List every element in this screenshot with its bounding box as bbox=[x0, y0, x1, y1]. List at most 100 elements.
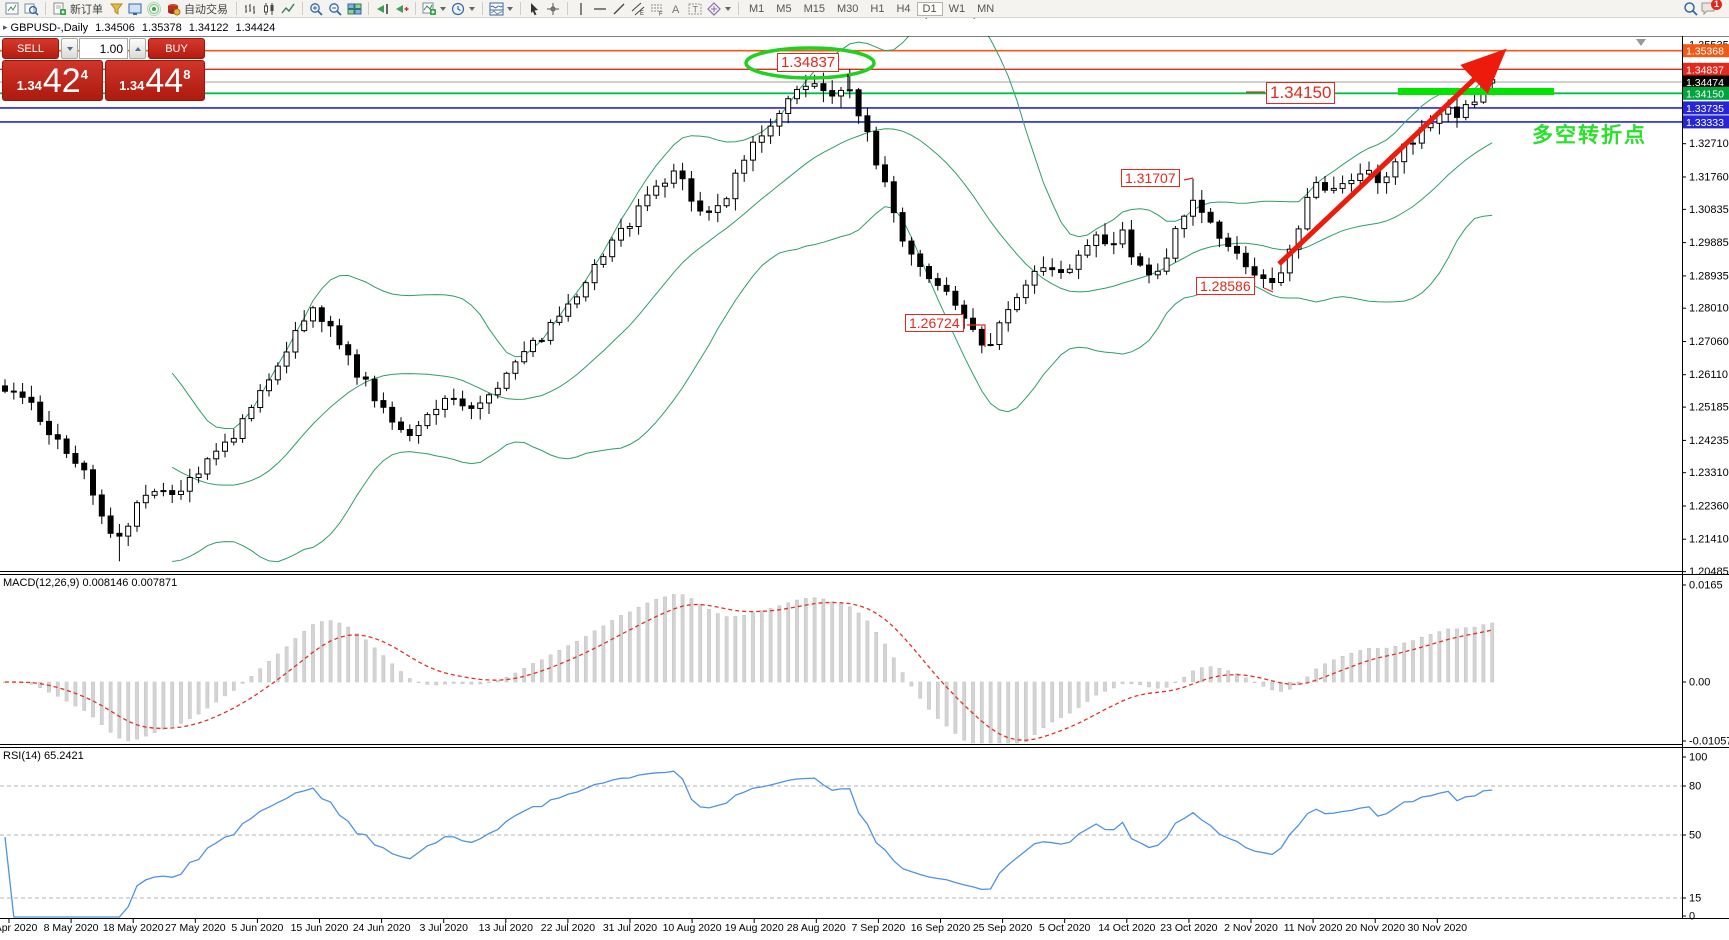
candle-bearish bbox=[688, 178, 695, 202]
shapes-dropdown-caret[interactable] bbox=[725, 6, 731, 11]
candle-bearish bbox=[899, 212, 906, 242]
macd-histogram-bar bbox=[654, 599, 659, 683]
indicator-windows-icon[interactable] bbox=[487, 1, 506, 16]
candle-bullish bbox=[239, 418, 246, 440]
tile-windows-icon[interactable] bbox=[345, 1, 364, 16]
annotation-cn-note[interactable]: 多空转折点 bbox=[1532, 124, 1647, 147]
annotation-peak-price[interactable]: 1.34837 bbox=[777, 53, 840, 73]
macd-histogram-bar bbox=[196, 681, 201, 715]
new-order-icon[interactable] bbox=[50, 1, 69, 16]
new-order-button[interactable]: 新订单 bbox=[70, 3, 103, 16]
candle-bullish bbox=[494, 387, 501, 396]
peak-highlight-ellipse[interactable] bbox=[744, 46, 876, 80]
trendline-icon[interactable] bbox=[610, 1, 629, 16]
timeframe-M15[interactable]: M15 bbox=[803, 2, 825, 15]
macd-histogram-bar bbox=[1226, 670, 1231, 683]
macd-histogram-bar bbox=[557, 650, 562, 683]
support-zone-bar[interactable] bbox=[1398, 88, 1554, 95]
macd-histogram-bar bbox=[777, 605, 782, 683]
autotrading-button[interactable]: 自动交易 bbox=[184, 3, 228, 16]
macd-histogram-bar bbox=[900, 672, 905, 683]
candlestick-chart-icon[interactable] bbox=[260, 1, 279, 16]
periods-dropdown-caret[interactable] bbox=[469, 6, 475, 11]
macd-histogram-bar bbox=[627, 611, 632, 683]
candle-bullish bbox=[574, 296, 580, 305]
timeframe-H1[interactable]: H1 bbox=[870, 2, 885, 15]
periods-icon[interactable] bbox=[449, 1, 468, 16]
candle-bullish bbox=[424, 414, 431, 427]
candle-bullish bbox=[1304, 196, 1311, 230]
chart-profiles-icon[interactable] bbox=[22, 1, 41, 16]
timeframe-W1[interactable]: W1 bbox=[948, 2, 966, 15]
text-icon[interactable]: A bbox=[667, 1, 686, 16]
autotrading-icon[interactable] bbox=[164, 1, 183, 16]
annotation-resistance-price[interactable]: 1.34150 bbox=[1266, 82, 1336, 104]
equidistant-channel-icon[interactable]: E bbox=[629, 1, 648, 16]
indicators-icon[interactable] bbox=[420, 1, 439, 16]
annotation-swing-low-price[interactable]: 1.28586 bbox=[1196, 277, 1255, 296]
shapes-icon[interactable] bbox=[705, 1, 724, 16]
buy-price-display[interactable]: 1.34 44 8 bbox=[104, 60, 205, 101]
macd-histogram-bar bbox=[363, 639, 368, 683]
new-chart-icon[interactable] bbox=[3, 1, 22, 16]
indicator-windows-caret[interactable] bbox=[507, 6, 513, 11]
candle-bullish bbox=[996, 322, 1003, 345]
cursor-icon[interactable] bbox=[525, 1, 544, 16]
text-label-icon[interactable]: T bbox=[686, 1, 705, 16]
volume-decrease-button[interactable] bbox=[61, 38, 78, 59]
candle-bearish bbox=[354, 354, 360, 378]
macd-histogram-bar bbox=[346, 626, 351, 683]
annotation-bottom-price[interactable]: 1.26724 bbox=[905, 314, 964, 333]
market-watch-icon[interactable] bbox=[126, 1, 145, 16]
trend-arrow[interactable] bbox=[1277, 48, 1507, 266]
search-icon[interactable] bbox=[1681, 1, 1700, 16]
bar-chart-icon[interactable] bbox=[241, 1, 260, 16]
chart-shift-icon[interactable] bbox=[392, 1, 411, 16]
volume-input[interactable] bbox=[79, 38, 128, 59]
candle-bearish bbox=[829, 90, 836, 97]
funnel-icon[interactable] bbox=[107, 1, 126, 16]
buy-button[interactable]: BUY bbox=[148, 38, 205, 59]
indicators-dropdown-caret[interactable] bbox=[440, 6, 446, 11]
candle-bearish bbox=[873, 131, 880, 166]
macd-histogram-bar bbox=[997, 681, 1002, 744]
signals-icon[interactable] bbox=[145, 1, 164, 16]
chart-shift-marker[interactable] bbox=[1636, 39, 1646, 46]
fibonacci-icon[interactable]: F bbox=[648, 1, 667, 16]
zoom-in-icon[interactable] bbox=[307, 1, 326, 16]
macd-histogram-bar bbox=[1296, 681, 1301, 685]
macd-histogram-bar bbox=[583, 636, 588, 683]
timeframe-H4[interactable]: H4 bbox=[896, 2, 911, 15]
notifications-icon[interactable]: 1 bbox=[1700, 0, 1722, 17]
macd-histogram-bar bbox=[988, 681, 993, 744]
macd-histogram-bar bbox=[117, 681, 122, 739]
price-badge bbox=[1683, 101, 1729, 115]
date-label: 19 Aug 2020 bbox=[725, 922, 784, 934]
timeframe-MN[interactable]: MN bbox=[977, 2, 995, 15]
macd-histogram-bar bbox=[1446, 628, 1451, 683]
timeframe-D1[interactable]: D1 bbox=[916, 1, 943, 16]
sell-price-display[interactable]: 1.34 42 4 bbox=[2, 60, 103, 101]
volume-increase-button[interactable] bbox=[129, 38, 146, 59]
vertical-line-icon[interactable] bbox=[572, 1, 591, 16]
candle-bearish bbox=[1454, 106, 1460, 118]
timeframe-M1[interactable]: M1 bbox=[749, 2, 765, 15]
timeframe-M5[interactable]: M5 bbox=[776, 2, 792, 15]
auto-scroll-icon[interactable] bbox=[373, 1, 392, 16]
notification-badge: 1 bbox=[1711, 0, 1722, 10]
zoom-out-icon[interactable] bbox=[326, 1, 345, 16]
annotation-swing-high-price[interactable]: 1.31707 bbox=[1121, 169, 1180, 188]
macd-histogram-bar bbox=[1138, 681, 1143, 686]
crosshair-icon[interactable] bbox=[544, 1, 563, 16]
candle-bearish bbox=[28, 396, 35, 403]
candle-bearish bbox=[169, 490, 176, 496]
candle-bullish bbox=[538, 339, 545, 342]
timeframe-M30[interactable]: M30 bbox=[836, 2, 859, 15]
macd-histogram-bar bbox=[372, 647, 377, 683]
macd-histogram-bar bbox=[135, 681, 139, 740]
sell-button[interactable]: SELL bbox=[2, 38, 59, 59]
macd-histogram-bar bbox=[1041, 681, 1046, 728]
macd-histogram-bar bbox=[434, 681, 439, 686]
line-chart-icon[interactable] bbox=[279, 1, 298, 16]
horizontal-line-icon[interactable] bbox=[591, 1, 610, 16]
